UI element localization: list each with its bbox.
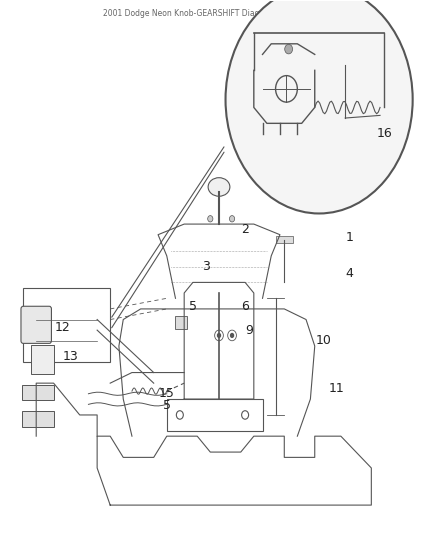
Circle shape [226, 0, 413, 214]
Circle shape [217, 333, 221, 338]
Text: 1: 1 [346, 231, 353, 244]
Circle shape [230, 333, 234, 338]
FancyBboxPatch shape [175, 316, 187, 328]
Circle shape [208, 216, 213, 222]
Circle shape [285, 44, 293, 54]
FancyBboxPatch shape [31, 345, 54, 374]
Text: 5: 5 [189, 300, 197, 313]
FancyBboxPatch shape [21, 306, 51, 343]
Text: 3: 3 [202, 260, 210, 273]
FancyBboxPatch shape [23, 288, 110, 362]
Ellipse shape [208, 177, 230, 196]
FancyBboxPatch shape [167, 399, 262, 431]
Text: 5: 5 [163, 399, 171, 412]
Text: 12: 12 [54, 321, 70, 334]
Text: 13: 13 [63, 350, 79, 363]
Text: 9: 9 [246, 324, 254, 337]
Text: 4: 4 [346, 267, 353, 280]
Text: 16: 16 [377, 127, 392, 140]
FancyBboxPatch shape [22, 385, 54, 400]
Text: 2: 2 [241, 223, 249, 236]
Text: 10: 10 [315, 334, 332, 347]
FancyBboxPatch shape [22, 411, 54, 426]
Text: 6: 6 [241, 300, 249, 313]
FancyBboxPatch shape [276, 236, 293, 243]
Text: 15: 15 [159, 387, 175, 400]
Text: 11: 11 [328, 382, 344, 395]
Circle shape [230, 216, 235, 222]
Text: 2001 Dodge Neon Knob-GEARSHIFT Diagram for 4668575AB: 2001 Dodge Neon Knob-GEARSHIFT Diagram f… [103, 10, 335, 18]
